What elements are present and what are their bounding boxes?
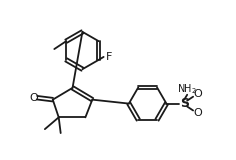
Text: O: O bbox=[30, 93, 38, 103]
Text: O: O bbox=[194, 108, 202, 118]
Text: O: O bbox=[194, 89, 202, 99]
Text: S: S bbox=[180, 97, 189, 110]
Text: NH$_2$: NH$_2$ bbox=[177, 82, 197, 96]
Text: F: F bbox=[105, 52, 112, 62]
